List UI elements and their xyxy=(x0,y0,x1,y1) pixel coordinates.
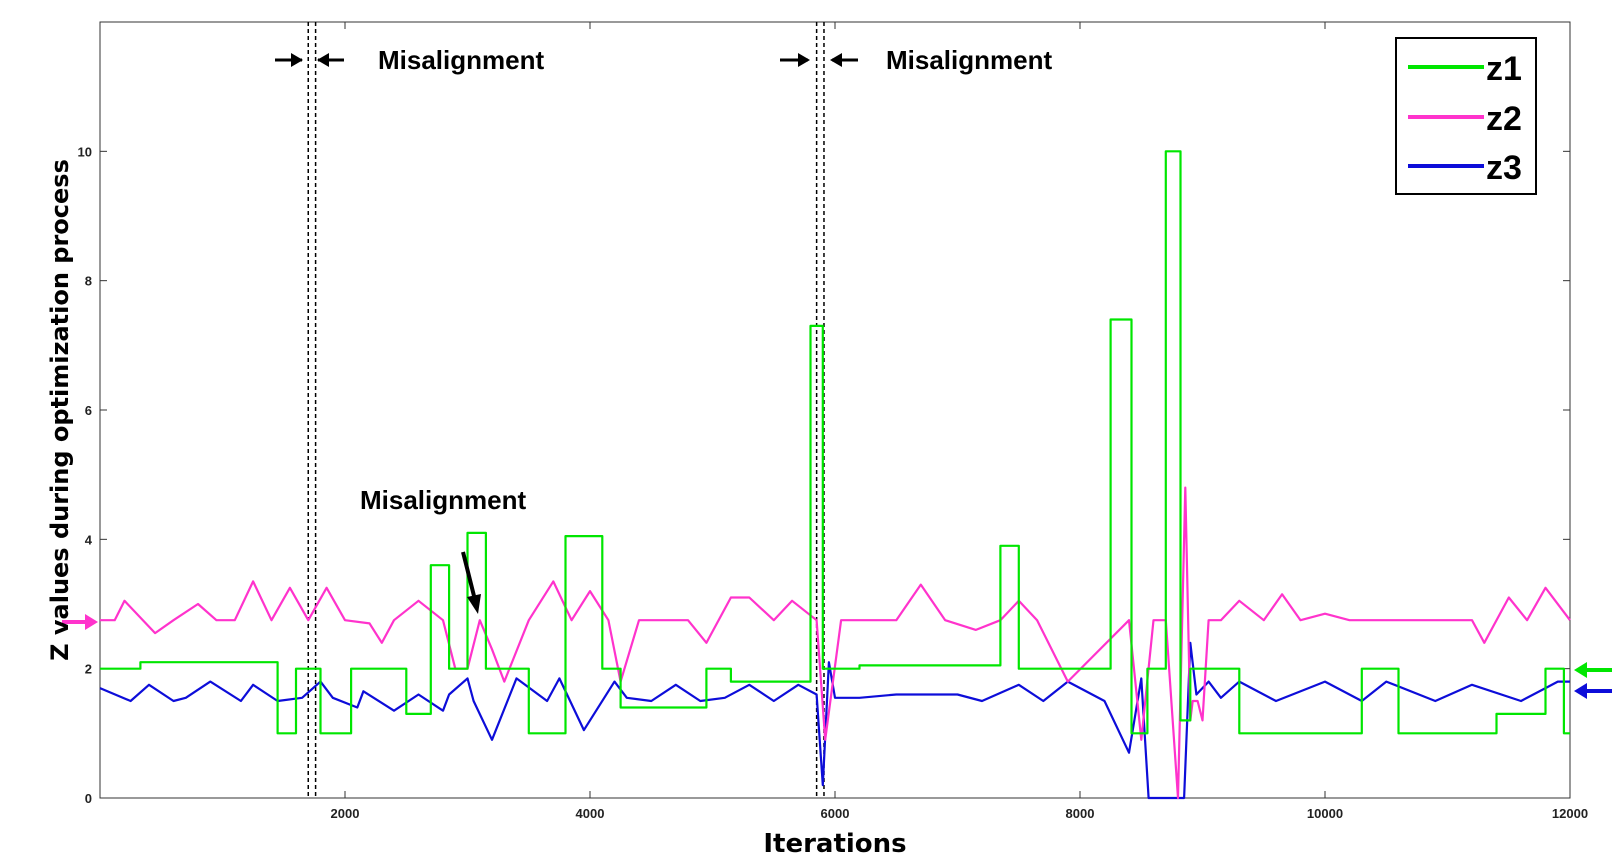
legend-label-z2: z2 xyxy=(1486,100,1522,138)
y-tick-label: 4 xyxy=(85,532,93,547)
annotation-label: Misalignment xyxy=(886,45,1052,75)
annotation-top-left: Misalignment xyxy=(275,45,544,75)
x-tick-label: 8000 xyxy=(1066,806,1095,821)
z2-start-arrow xyxy=(62,614,98,630)
x-tick-label: 12000 xyxy=(1552,806,1588,821)
legend: z1 z2 z3 xyxy=(1395,37,1537,195)
annotation-label: Misalignment xyxy=(378,45,544,75)
annotation-top-right: Misalignment xyxy=(780,45,1052,75)
series-line-z1 xyxy=(100,150,1570,735)
arrow-right-head xyxy=(798,53,810,67)
arrow-left-head xyxy=(317,53,329,67)
x-tick-label: 6000 xyxy=(821,806,850,821)
y-tick-label: 10 xyxy=(78,144,92,159)
x-tick-label: 4000 xyxy=(576,806,605,821)
y-tick-label: 0 xyxy=(85,791,92,806)
arrow-head xyxy=(85,614,98,630)
x-tick-label: 2000 xyxy=(331,806,360,821)
z3-end-arrow xyxy=(1574,683,1612,699)
series-line-z3 xyxy=(99,641,1570,800)
legend-label-z3: z3 xyxy=(1486,149,1522,187)
y-tick-label: 6 xyxy=(85,403,92,418)
series-layer xyxy=(99,150,1571,800)
arrow-down-head xyxy=(467,594,481,614)
arrow-down-line xyxy=(461,551,477,601)
y-tick-label: 8 xyxy=(85,274,92,289)
axis-ticks: 2000 4000 6000 8000 10000 12000 0 2 4 6 8 10 xyxy=(78,22,1588,821)
arrow-head xyxy=(1574,683,1587,699)
x-axis-title: Iterations xyxy=(763,829,906,859)
x-tick-label: 10000 xyxy=(1307,806,1343,821)
arrow-left-head xyxy=(830,53,842,67)
arrow-head xyxy=(1574,662,1587,678)
z1-end-arrow xyxy=(1574,662,1612,678)
y-tick-label: 2 xyxy=(85,662,92,677)
legend-label-z1: z1 xyxy=(1486,50,1522,88)
annotation-label: Misalignment xyxy=(360,485,526,515)
arrow-right-head xyxy=(291,53,303,67)
y-axis-title: Z values during optimization process xyxy=(46,159,74,661)
series-line-z2 xyxy=(100,486,1571,800)
annotation-middle: Misalignment xyxy=(360,485,526,614)
